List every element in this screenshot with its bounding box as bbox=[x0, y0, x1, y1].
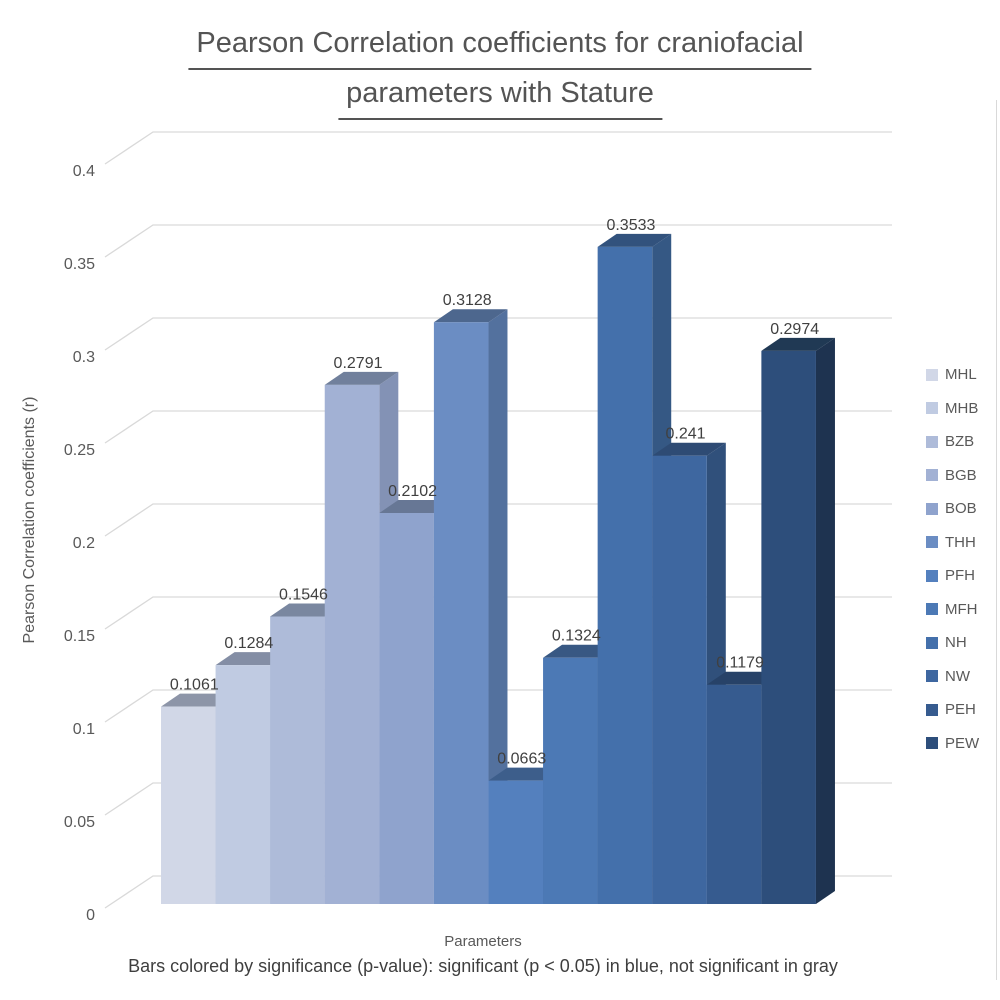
bar-top-THH bbox=[433, 309, 508, 323]
legend-swatch-MHB bbox=[926, 402, 938, 415]
legend-label-MHL: MHL bbox=[945, 366, 977, 384]
legend-label-BGB: BGB bbox=[945, 466, 977, 484]
legend-item-BOB: BOB bbox=[926, 492, 979, 526]
bar-top-NH bbox=[597, 233, 672, 247]
legend-item-MHB: MHB bbox=[926, 392, 979, 426]
legend-item-NH: NH bbox=[926, 626, 979, 660]
bar-side-PEW bbox=[815, 337, 835, 904]
chart-title-line2: parameters with Stature bbox=[338, 70, 662, 120]
chart-title: Pearson Correlation coefficients for cra… bbox=[188, 20, 812, 120]
legend: MHL MHB BZB BGB BOB THH PFH MFH NH NW PEH PEW bbox=[926, 358, 979, 760]
bar-front-PEW bbox=[761, 350, 816, 904]
plot-right-border bbox=[996, 100, 997, 980]
y-tick-label-0.35: 0.35 bbox=[64, 256, 95, 273]
bar-front-PEH bbox=[706, 684, 762, 904]
legend-swatch-NW bbox=[926, 670, 938, 683]
legend-swatch-PEH bbox=[926, 703, 938, 716]
y-tick-label-0.2: 0.2 bbox=[73, 535, 95, 552]
x-axis-title: Parameters bbox=[444, 933, 522, 950]
y-tick-label-0.3: 0.3 bbox=[73, 349, 95, 366]
bar-front-MFH bbox=[543, 657, 598, 904]
bar-value-label-MHL: 0.1061 bbox=[170, 677, 219, 694]
bar-top-PEW bbox=[761, 337, 835, 351]
legend-swatch-MFH bbox=[926, 603, 938, 616]
bar-top-NW bbox=[652, 442, 726, 456]
bar-side-THH bbox=[488, 309, 508, 904]
legend-label-PFH: PFH bbox=[945, 567, 975, 585]
y-axis-title: Pearson Correlation coefficients (r) bbox=[21, 396, 38, 644]
bar-front-MHB bbox=[215, 665, 271, 904]
bar-value-label-BGB: 0.2791 bbox=[334, 355, 383, 372]
legend-item-NW: NW bbox=[926, 660, 979, 694]
legend-swatch-PFH bbox=[926, 569, 938, 582]
legend-item-BZB: BZB bbox=[926, 425, 979, 459]
legend-item-PEH: PEH bbox=[926, 693, 979, 727]
legend-swatch-BOB bbox=[926, 502, 938, 515]
bar-value-label-NW: 0.241 bbox=[665, 426, 705, 443]
gridline-0.35 bbox=[104, 224, 892, 258]
legend-swatch-BGB bbox=[926, 469, 938, 482]
gridline-0.4 bbox=[104, 131, 892, 165]
legend-label-MHB: MHB bbox=[945, 399, 979, 417]
bar-front-PFH bbox=[488, 780, 544, 904]
bar-value-label-MFH: 0.1324 bbox=[552, 628, 601, 645]
legend-swatch-PEW bbox=[926, 737, 938, 750]
legend-item-PEW: PEW bbox=[926, 727, 979, 761]
legend-label-PEW: PEW bbox=[945, 734, 980, 752]
legend-swatch-THH bbox=[926, 536, 938, 549]
y-tick-label-0.05: 0.05 bbox=[64, 814, 95, 831]
legend-label-THH: THH bbox=[945, 533, 976, 551]
bar-value-label-PEH: 0.1179 bbox=[716, 655, 764, 672]
legend-label-BOB: BOB bbox=[945, 500, 977, 518]
legend-item-PFH: PFH bbox=[926, 559, 979, 593]
bar-value-label-NH: 0.3533 bbox=[606, 217, 655, 234]
legend-item-THH: THH bbox=[926, 526, 979, 560]
bar-front-NW bbox=[652, 455, 707, 904]
bar-value-label-PEW: 0.2974 bbox=[770, 321, 819, 338]
y-tick-label-0.25: 0.25 bbox=[64, 442, 95, 459]
chart-title-line1: Pearson Correlation coefficients for cra… bbox=[188, 20, 812, 70]
significance-caption: Bars colored by significance (p-value): … bbox=[128, 956, 838, 976]
y-tick-label-0.15: 0.15 bbox=[64, 628, 95, 645]
legend-item-BGB: BGB bbox=[926, 459, 979, 493]
legend-swatch-BZB bbox=[926, 435, 938, 448]
legend-item-MFH: MFH bbox=[926, 593, 979, 627]
bar-value-label-BOB: 0.2102 bbox=[388, 483, 437, 500]
legend-label-BZB: BZB bbox=[945, 433, 975, 451]
legend-swatch-MHL bbox=[926, 368, 938, 381]
bar-front-MHL bbox=[161, 706, 216, 904]
chart-title-row1: Pearson Correlation coefficients for cra… bbox=[188, 20, 812, 70]
y-tick-label-0.4: 0.4 bbox=[73, 163, 95, 180]
bar-value-label-BZB: 0.1546 bbox=[279, 586, 328, 603]
bar-front-BOB bbox=[379, 513, 434, 904]
bar-front-THH bbox=[433, 322, 489, 904]
y-tick-label-0.1: 0.1 bbox=[73, 721, 95, 738]
legend-label-PEH: PEH bbox=[945, 701, 976, 719]
bar-front-BZB bbox=[270, 616, 325, 904]
legend-label-NW: NW bbox=[945, 667, 970, 685]
legend-label-MFH: MFH bbox=[945, 600, 978, 618]
legend-item-MHL: MHL bbox=[926, 358, 979, 392]
bar-front-BGB bbox=[324, 384, 380, 904]
bar-value-label-PFH: 0.0663 bbox=[497, 751, 546, 768]
bar-front-NH bbox=[597, 246, 653, 904]
bar-top-BGB bbox=[324, 371, 399, 385]
y-tick-label-0: 0 bbox=[86, 907, 95, 924]
legend-swatch-NH bbox=[926, 636, 938, 649]
bar-value-label-THH: 0.3128 bbox=[443, 292, 492, 309]
legend-label-NH: NH bbox=[945, 634, 967, 652]
bar-value-label-MHB: 0.1284 bbox=[224, 635, 273, 652]
chart-title-row2: parameters with Stature bbox=[188, 70, 811, 120]
